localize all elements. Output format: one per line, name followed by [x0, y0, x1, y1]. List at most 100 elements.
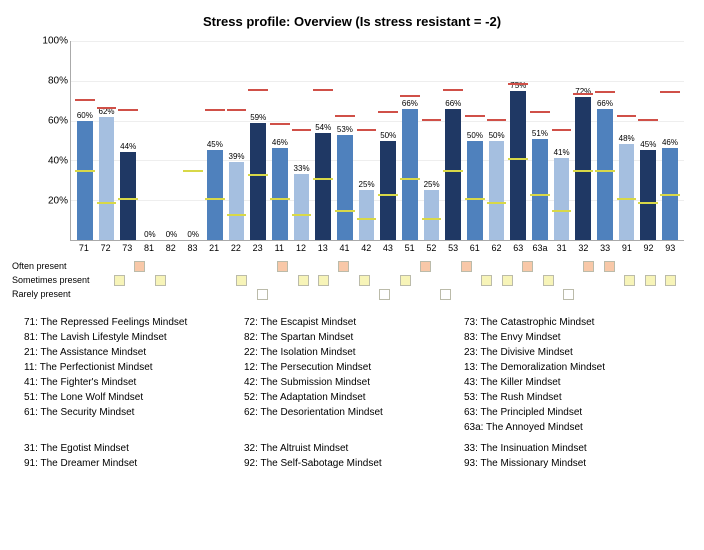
y-axis: 20%40%60%80%100% [32, 41, 68, 241]
bar-92: 45% [638, 41, 658, 240]
presence-cell [396, 275, 414, 286]
bar-value-label: 39% [229, 152, 245, 161]
bar-62: 50% [487, 41, 507, 240]
chart-area: 20%40%60%80%100% 60%62%44%0%0%0%45%39%59… [70, 41, 684, 241]
presence-cell [171, 261, 189, 272]
bar-71: 60% [75, 41, 95, 240]
legend-item: 61: The Security Mindset [24, 405, 244, 420]
bar-91: 48% [617, 41, 637, 240]
legend-row: 31: The Egotist Mindset32: The Altruist … [24, 441, 684, 456]
presence-cell [559, 261, 577, 272]
bar-value-label: 48% [619, 134, 635, 143]
bar-42: 25% [357, 41, 377, 240]
legend-row: 21: The Assistance Mindset22: The Isolat… [24, 345, 684, 360]
bar-value-label: 33% [294, 164, 310, 173]
presence-cell [437, 289, 455, 300]
presence-cell [151, 261, 169, 272]
bar-value-label: 44% [120, 142, 136, 151]
x-tick-label: 93 [660, 243, 680, 253]
bar-93: 46% [660, 41, 680, 240]
legend-item: 91: The Dreamer Mindset [24, 456, 244, 471]
presence-cell [621, 289, 639, 300]
legend-item: 62: The Desorientation Mindset [244, 405, 464, 420]
presence-cell [641, 289, 659, 300]
presence-cell [498, 261, 516, 272]
presence-cell [580, 275, 598, 286]
bar-13: 54% [313, 41, 333, 240]
presence-label: Sometimes present [10, 275, 106, 285]
legend-item: 72: The Escapist Mindset [244, 315, 464, 330]
presence-cell [518, 289, 536, 300]
presence-cell [355, 261, 373, 272]
presence-cell [478, 275, 496, 286]
presence-cell [314, 261, 332, 272]
presence-cell [478, 289, 496, 300]
presence-label: Often present [10, 261, 106, 271]
bar-61: 50% [465, 41, 485, 240]
bar-23: 59% [248, 41, 268, 240]
presence-cell [335, 289, 353, 300]
legend-row: 41: The Fighter's Mindset42: The Submiss… [24, 375, 684, 390]
bar-value-label: 54% [315, 123, 331, 132]
presence-cell [478, 261, 496, 272]
legend-item: 13: The Demoralization Mindset [464, 360, 684, 375]
legend-item: 82: The Spartan Mindset [244, 330, 464, 345]
legend-item: 63: The Principled Mindset [464, 405, 684, 420]
legend-row: 71: The Repressed Feelings Mindset72: Th… [24, 315, 684, 330]
bar-value-label: 25% [424, 180, 440, 189]
bar-value-label: 46% [272, 138, 288, 147]
bar-53: 66% [443, 41, 463, 240]
presence-cell [233, 261, 251, 272]
presence-cell [253, 261, 271, 272]
legend-item: 11: The Perfectionist Mindset [24, 360, 244, 375]
x-tick-label: 11 [269, 243, 289, 253]
presence-cell [661, 289, 679, 300]
presence-row: Rarely present [10, 287, 694, 301]
bar-value-label: 66% [445, 99, 461, 108]
presence-cell [539, 275, 557, 286]
presence-cell [498, 275, 516, 286]
legend-item [24, 420, 244, 435]
presence-cell [192, 261, 210, 272]
bar-value-label: 41% [554, 148, 570, 157]
legend-row: 63a: The Annoyed Mindset [24, 420, 684, 435]
legend-item: 53: The Rush Mindset [464, 390, 684, 405]
legend-item: 73: The Catastrophic Mindset [464, 315, 684, 330]
y-tick-label: 40% [48, 156, 68, 167]
bar-31: 41% [552, 41, 572, 240]
presence-cell [600, 261, 618, 272]
legend-item: 41: The Fighter's Mindset [24, 375, 244, 390]
legend-item: 63a: The Annoyed Mindset [464, 420, 684, 435]
presence-cell [233, 289, 251, 300]
presence-cell [151, 275, 169, 286]
legend-item: 23: The Divisive Mindset [464, 345, 684, 360]
x-tick-label: 13 [313, 243, 333, 253]
presence-cell [273, 289, 291, 300]
presence-cell [110, 261, 128, 272]
page: Stress profile: Overview (Is stress resi… [0, 0, 704, 550]
presence-cell [192, 289, 210, 300]
presence-cell [130, 275, 148, 286]
bar-value-label: 45% [207, 140, 223, 149]
x-tick-label: 32 [574, 243, 594, 253]
presence-row: Sometimes present [10, 273, 694, 287]
bar-value-label: 0% [166, 230, 178, 239]
x-tick-label: 91 [617, 243, 637, 253]
presence-cell [233, 275, 251, 286]
bar-value-label: 50% [380, 131, 396, 140]
bar-41: 53% [335, 41, 355, 240]
x-tick-label: 22 [226, 243, 246, 253]
bars-container: 60%62%44%0%0%0%45%39%59%46%33%54%53%25%5… [71, 41, 684, 240]
presence-cell [559, 289, 577, 300]
y-tick-label: 100% [42, 36, 68, 47]
legend-item [244, 420, 464, 435]
x-tick-label: 42 [356, 243, 376, 253]
bar-value-label: 60% [77, 111, 93, 120]
presence-cell [600, 289, 618, 300]
x-tick-label: 51 [400, 243, 420, 253]
x-tick-label: 43 [378, 243, 398, 253]
legend-item: 81: The Lavish Lifestyle Mindset [24, 330, 244, 345]
bar-12: 33% [292, 41, 312, 240]
plot-area: 60%62%44%0%0%0%45%39%59%46%33%54%53%25%5… [70, 41, 684, 241]
bar-value-label: 53% [337, 125, 353, 134]
